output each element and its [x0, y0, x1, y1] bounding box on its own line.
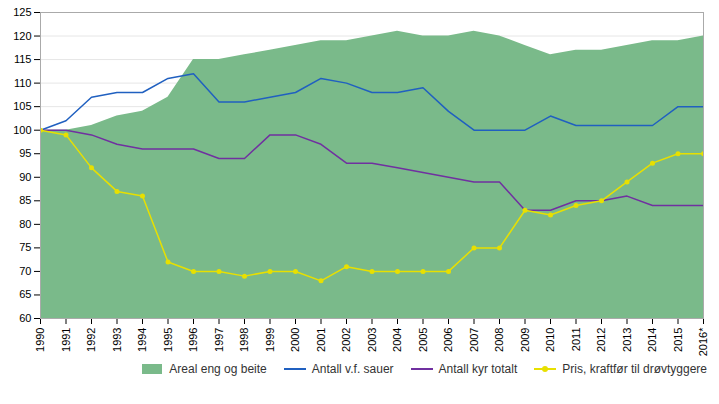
svg-text:110: 110: [14, 77, 32, 89]
svg-text:65: 65: [19, 288, 31, 300]
svg-text:90: 90: [19, 171, 31, 183]
svg-text:2010: 2010: [544, 328, 556, 352]
svg-text:2012: 2012: [595, 328, 607, 352]
svg-text:85: 85: [19, 194, 31, 206]
svg-text:1998: 1998: [238, 328, 250, 352]
svg-text:2008: 2008: [493, 328, 505, 352]
svg-text:70: 70: [19, 265, 31, 277]
svg-text:1994: 1994: [136, 328, 148, 352]
svg-text:2013: 2013: [621, 328, 633, 352]
svg-text:2001: 2001: [315, 328, 327, 352]
html-text:Antall v.f. sauer: Antall v.f. sauer: [311, 362, 394, 376]
svg-text:2000: 2000: [289, 328, 301, 352]
svg-text:1992: 1992: [85, 328, 97, 352]
svg-text:2011: 2011: [570, 328, 582, 352]
html-text:Antall kyr totalt: Antall kyr totalt: [438, 362, 518, 376]
html-text:Pris, kraftfør til drøvtyggere: Pris, kraftfør til drøvtyggere: [562, 362, 707, 376]
svg-text:2003: 2003: [366, 328, 378, 352]
svg-text:105: 105: [13, 100, 31, 112]
svg-text:2014: 2014: [646, 328, 658, 352]
svg-text:125: 125: [13, 6, 31, 18]
html-text:Areal eng og beite: Areal eng og beite: [169, 362, 267, 376]
svg-text:2006: 2006: [442, 328, 454, 352]
svg-text:1997: 1997: [213, 328, 225, 352]
svg-text:95: 95: [19, 147, 31, 159]
svg-text:120: 120: [13, 30, 31, 42]
svg-text:2005: 2005: [417, 328, 429, 352]
svg-text:1995: 1995: [162, 328, 174, 352]
svg-text:100: 100: [13, 124, 31, 136]
svg-text:1991: 1991: [60, 328, 72, 352]
svg-text:2016*: 2016*: [697, 327, 709, 356]
svg-text:1999: 1999: [264, 328, 276, 352]
svg-text:1996: 1996: [187, 328, 199, 352]
svg-text:1993: 1993: [111, 328, 123, 352]
svg-text:2002: 2002: [340, 328, 352, 352]
svg-text:2015: 2015: [672, 328, 684, 352]
svg-text:60: 60: [19, 312, 31, 324]
svg-text:80: 80: [19, 218, 31, 230]
svg-text:2004: 2004: [391, 328, 403, 352]
svg-text:75: 75: [19, 241, 31, 253]
svg-text:1990: 1990: [34, 328, 46, 352]
svg-text:115: 115: [14, 53, 32, 65]
svg-text:2007: 2007: [468, 328, 480, 352]
svg-text:2009: 2009: [519, 328, 531, 352]
